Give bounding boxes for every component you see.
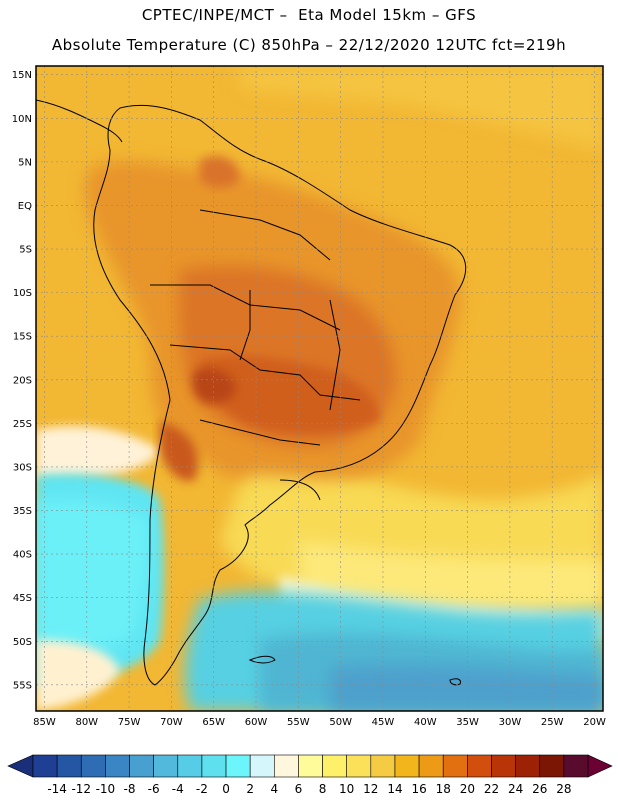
colorbar-label: -2 [196,782,208,796]
map-title-line1: CPTEC/INPE/MCT – Eta Model 15km – GFS [141,6,477,24]
colorbar-swatch [298,754,323,778]
colorbar-label: 10 [339,782,354,796]
latitude-label: 5N [18,157,32,168]
temperature-field [36,66,603,711]
colorbar-label: 16 [411,782,426,796]
map-title-line2: Absolute Temperature (C) 850hPa – 22/12/… [51,36,567,54]
colorbar-swatch [394,754,420,778]
colorbar-label: 12 [363,782,378,796]
colorbar-swatch [418,754,444,778]
longitude-label: 35W [456,717,479,728]
colorbar-swatch [442,754,468,778]
colorbar-label: -6 [148,782,160,796]
longitude-label: 40W [414,717,437,728]
colorbar-swatch [129,754,154,778]
colorbar-swatch [105,754,130,778]
latitude-labels: 15N 10N 5N EQ 5S 10S 15S 20S 25S 30S 35S 40S 45S 50S 5… [12,70,32,691]
latitude-label: 50S [13,637,32,648]
colorbar-label: 8 [319,782,327,796]
colorbar-swatch [539,754,565,778]
latitude-label: 55S [13,680,32,691]
latitude-label: 45S [13,593,32,604]
colorbar-swatch [225,754,251,778]
colorbar-label: 18 [436,782,451,796]
longitude-label: 55W [287,717,310,728]
colorbar-label: 0 [222,782,230,796]
longitude-label: 80W [75,717,98,728]
latitude-label: 15N [12,70,32,81]
colorbar-label: 2 [246,782,254,796]
colorbar-swatch [249,754,275,778]
colorbar-swatch [153,754,179,778]
longitude-label: 50W [329,717,352,728]
colorbar-label: -8 [124,782,136,796]
map-frame [35,65,604,712]
colorbar-swatch [563,754,589,778]
longitude-label: 85W [33,717,56,728]
colorbar-swatch [56,754,82,778]
colorbar-swatch [201,754,227,778]
colorbar-label: -10 [96,782,116,796]
latitude-label: 5S [19,245,32,256]
latitude-label: 10S [13,288,32,299]
colorbar-label: 24 [508,782,523,796]
latitude-label: 30S [13,462,32,473]
colorbar-label: 28 [556,782,571,796]
colorbar-overflow-arrow [587,754,613,778]
colorbar-swatch [370,754,396,778]
latitude-label: EQ [18,201,32,212]
coastlines [36,99,467,686]
colorbar-label: 20 [460,782,475,796]
colorbar-underflow-arrow [7,754,34,778]
colorbar-label: 4 [270,782,278,796]
colorbar-label: 26 [532,782,547,796]
longitude-label: 45W [372,717,395,728]
colorbar-label: -12 [71,782,91,796]
latitude-label: 25S [13,419,32,430]
longitude-label: 65W [202,717,225,728]
longitude-label: 25W [541,717,564,728]
colorbar-label: 22 [484,782,499,796]
latitude-label: 35S [13,506,32,517]
colorbar-swatch [467,754,492,778]
longitude-labels: 85W 80W 75W 70W 65W 60W 55W 50W 45W 40W 35W 30W 25W 2… [33,717,606,728]
colorbar-label: 14 [387,782,402,796]
longitude-label: 75W [118,717,141,728]
colorbar-swatch [515,754,541,778]
colorbar-swatch [32,754,58,778]
colorbar-label: 6 [295,782,303,796]
longitude-label: 70W [160,717,183,728]
longitude-label: 30W [499,717,522,728]
latitude-label: 20S [13,375,32,386]
longitude-label: 60W [245,717,268,728]
colorbar-swatch [322,754,347,778]
latitude-label: 40S [13,550,32,561]
colorbar-swatch [274,754,299,778]
colorbar-swatch [346,754,372,778]
colorbar-swatch [80,754,106,778]
longitude-label: 20W [583,717,606,728]
latitude-label: 15S [13,332,32,343]
colorbar-label: -4 [172,782,184,796]
colorbar-label: -14 [47,782,67,796]
latitude-label: 10N [12,114,32,125]
colorbar: -14 -12 -10 -8 -6 -4 -2 0 2 4 6 8 10 12 14 16 18 20 22 24 26… [7,754,613,796]
colorbar-swatch [177,754,203,778]
colorbar-swatch [491,754,516,778]
